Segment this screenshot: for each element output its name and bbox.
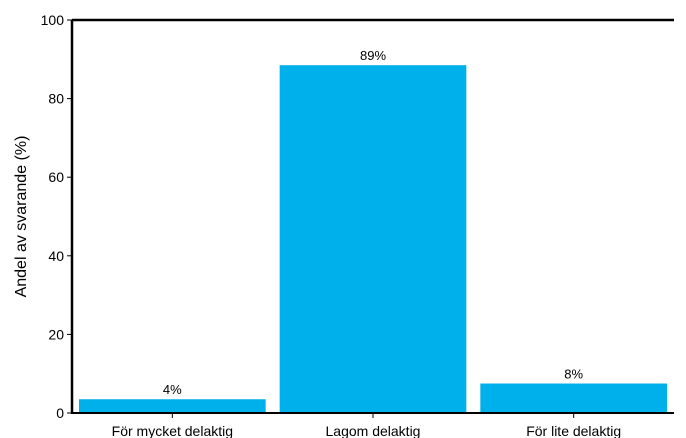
data-label-2: 89% — [360, 48, 386, 63]
y-tick-label-5: 100 — [41, 12, 65, 28]
y-tick-label-4: 80 — [48, 91, 64, 107]
x-ticks-layer: För mycket delaktig Lagom delaktig För lit… — [112, 413, 621, 438]
y-tick-label-2: 40 — [48, 248, 64, 264]
y-ticks-layer: 0 20 40 60 80 100 — [41, 12, 72, 421]
y-tick-label-3: 60 — [48, 169, 64, 185]
bar-1 — [79, 399, 266, 413]
y-axis-title: Andel av svarande (%) — [13, 136, 30, 298]
x-tick-label-3: För lite delaktig — [526, 423, 621, 438]
data-labels-layer: 4% 89% 8% — [163, 48, 584, 397]
x-tick-label-1: För mycket delaktig — [112, 423, 233, 438]
y-tick-label-1: 20 — [48, 326, 64, 342]
data-label-3: 8% — [564, 367, 583, 382]
data-label-1: 4% — [163, 382, 182, 397]
bar-2 — [279, 65, 467, 413]
bar-3 — [480, 383, 667, 413]
bars-layer — [79, 65, 667, 413]
x-tick-label-2: Lagom delaktig — [326, 423, 421, 438]
y-tick-label-0: 0 — [56, 405, 64, 421]
